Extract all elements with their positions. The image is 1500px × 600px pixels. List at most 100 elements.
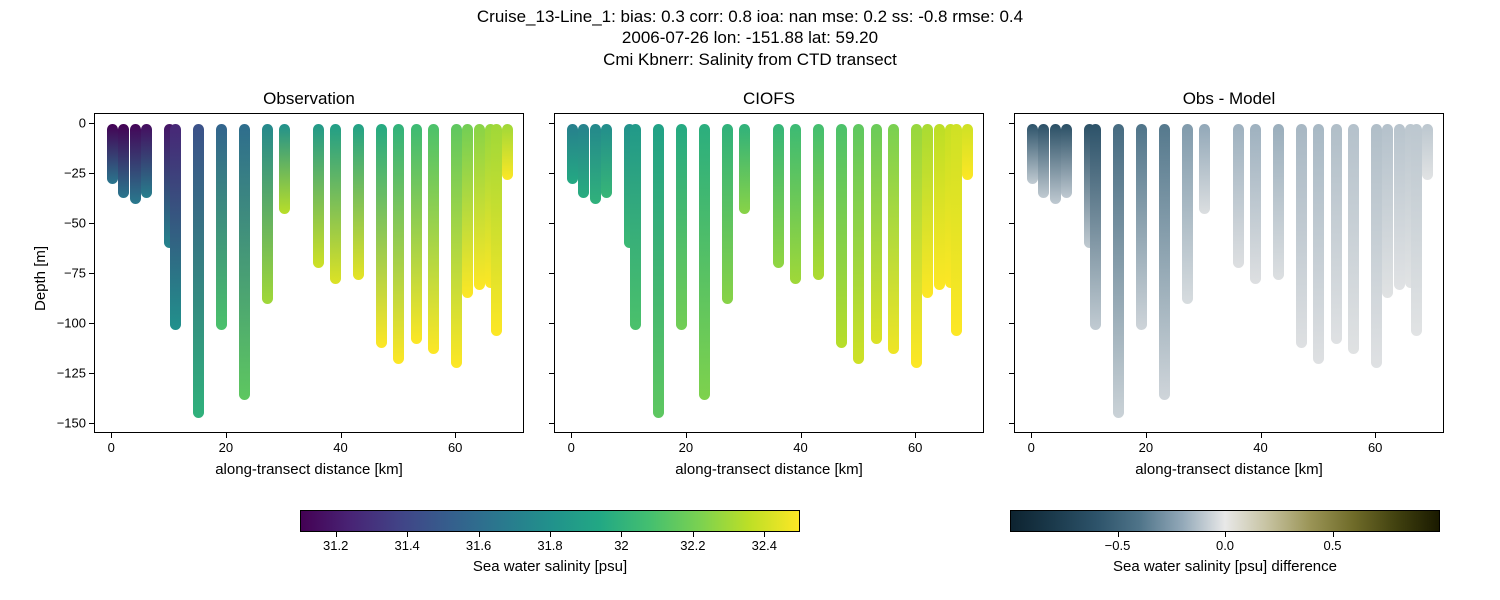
xtick-label: 20 [679,440,693,455]
ctd-profile [871,124,882,344]
ctd-profile [699,124,710,400]
ytick-mark [549,373,554,374]
ctd-profile [491,124,502,336]
ytick-label: −25 [44,166,86,181]
ytick-mark [1009,423,1014,424]
ctd-profile [722,124,733,304]
xtick-label: 60 [448,440,462,455]
colorbar-tick-mark [336,532,337,537]
colorbar-tick-label: 32.2 [680,538,705,553]
ctd-profile [1331,124,1342,344]
xtick-label: 60 [1368,440,1382,455]
ytick-mark [1009,323,1014,324]
ctd-profile [451,124,462,368]
xtick-mark [686,433,687,438]
ytick-mark [1009,273,1014,274]
ctd-profile [951,124,962,336]
ytick-mark [1009,223,1014,224]
ctd-profile [1090,124,1101,330]
colorbar [300,510,800,532]
axes-panel [94,113,524,433]
ctd-profile [1411,124,1422,336]
axes-panel [554,113,984,433]
ctd-profile [790,124,801,284]
suptitle-line: 2006-07-26 lon: -151.88 lat: 59.20 [0,27,1500,48]
ctd-profile [1422,124,1433,180]
ctd-profile [313,124,324,268]
ctd-profile [393,124,404,364]
ytick-mark [549,223,554,224]
ytick-mark [1009,173,1014,174]
suptitle-line: Cruise_13-Line_1: bias: 0.3 corr: 0.8 io… [0,6,1500,27]
xtick-mark [1146,433,1147,438]
ytick-mark [549,173,554,174]
colorbar-tick-mark [693,532,694,537]
xtick-mark [1031,433,1032,438]
ctd-profile [1061,124,1072,198]
ytick-mark [549,423,554,424]
panel-title: Obs - Model [1014,89,1444,109]
colorbar [1010,510,1440,532]
xtick-mark [1375,433,1376,438]
ctd-profile [813,124,824,280]
ctd-profile [578,124,589,198]
ctd-profile [107,124,118,184]
ctd-profile [590,124,601,204]
ytick-label: −125 [44,366,86,381]
panel-title: CIOFS [554,89,984,109]
colorbar-tick-label: 31.4 [394,538,419,553]
xlabel: along-transect distance [km] [94,461,524,478]
ytick-mark [549,123,554,124]
ctd-profile [1159,124,1170,400]
xtick-label: 60 [908,440,922,455]
ctd-profile [962,124,973,180]
ytick-mark [1009,123,1014,124]
ytick-mark [1009,373,1014,374]
ctd-profile [330,124,341,284]
ctd-profile [1371,124,1382,368]
xtick-label: 0 [108,440,115,455]
colorbar-tick-label: 0.5 [1323,538,1341,553]
ctd-profile [853,124,864,364]
xtick-mark [1261,433,1262,438]
colorbar-tick-mark [407,532,408,537]
ctd-profile [279,124,290,214]
ctd-profile [411,124,422,344]
colorbar-label: Sea water salinity [psu] [300,558,800,575]
ctd-profile [1382,124,1393,298]
ytick-mark [89,273,94,274]
ctd-profile [1027,124,1038,184]
xtick-mark [111,433,112,438]
ctd-profile [922,124,933,298]
ytick-label: −50 [44,216,86,231]
xlabel: along-transect distance [km] [1014,461,1444,478]
ctd-profile [934,124,945,290]
suptitle: Cruise_13-Line_1: bias: 0.3 corr: 0.8 io… [0,6,1500,70]
colorbar-tick-label: 31.2 [323,538,348,553]
xtick-mark [455,433,456,438]
xtick-label: 20 [1139,440,1153,455]
ctd-profile [653,124,664,418]
ctd-profile [888,124,899,354]
ctd-profile [773,124,784,268]
colorbar-tick-mark [479,532,480,537]
xtick-label: 0 [568,440,575,455]
ctd-profile [630,124,641,330]
ytick-mark [89,173,94,174]
colorbar-tick-label: 32 [614,538,628,553]
ytick-label: −100 [44,316,86,331]
ctd-profile [1273,124,1284,280]
ctd-profile [567,124,578,184]
ctd-profile [836,124,847,348]
ctd-profile [262,124,273,304]
xtick-label: 40 [1253,440,1267,455]
ctd-profile [376,124,387,348]
colorbar-tick-label: 0.0 [1216,538,1234,553]
ctd-profile [601,124,612,198]
xtick-mark [915,433,916,438]
ctd-profile [1113,124,1124,418]
colorbar-tick-mark [764,532,765,537]
xtick-mark [801,433,802,438]
suptitle-line: Cmi Kbnerr: Salinity from CTD transect [0,49,1500,70]
xtick-label: 0 [1028,440,1035,455]
